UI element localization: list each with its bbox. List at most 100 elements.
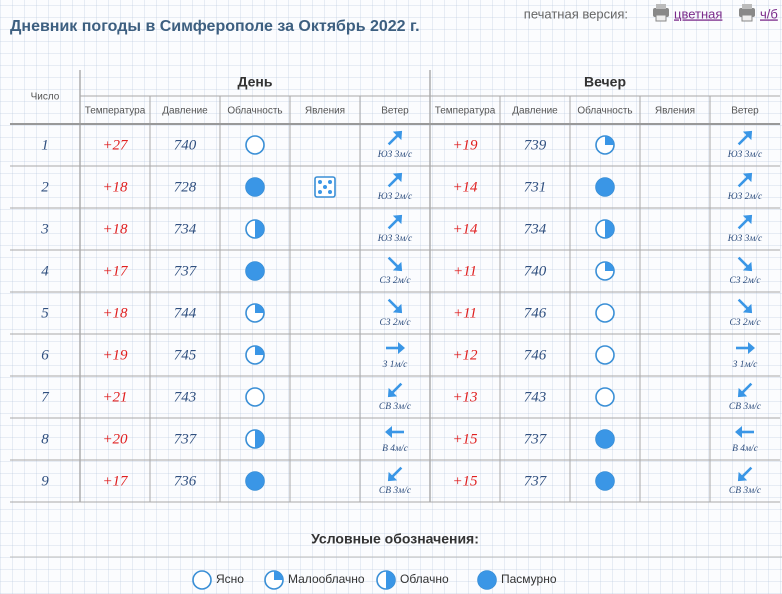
icon-ring — [595, 387, 615, 407]
temperature-cell: +17 — [102, 473, 129, 489]
wind-cell: ЮЗ 3м/с — [377, 150, 413, 160]
wind-cell: В 4м/с — [732, 444, 759, 454]
wind-cell: СЗ 2м/с — [379, 318, 411, 328]
arrow-head — [748, 342, 755, 354]
wind-arrow — [737, 172, 753, 188]
column-header: Ветер — [381, 106, 409, 117]
icon-fill — [596, 430, 614, 448]
arrow-head — [392, 261, 403, 272]
icon-fill — [255, 346, 264, 355]
page-title: Дневник погоды в Симферополе за Октябрь … — [10, 18, 420, 35]
cloud-icon — [245, 387, 265, 407]
cloud-icon — [595, 345, 615, 365]
pressure-cell: 739 — [524, 137, 547, 153]
cloud-icon — [595, 303, 615, 323]
date-cell: 1 — [41, 137, 49, 153]
wind-cell: СВ 3м/с — [729, 486, 762, 496]
column-header: Явления — [305, 106, 345, 117]
arrow-head — [392, 303, 403, 314]
column-header: Ветер — [731, 106, 759, 117]
group-header: День — [238, 74, 273, 90]
arrow-head — [392, 130, 403, 141]
cloud-icon — [376, 570, 396, 590]
temperature-cell: +19 — [452, 137, 478, 153]
wind-arrow — [737, 382, 753, 398]
temperature-cell: +12 — [452, 347, 478, 363]
column-header: Облачность — [227, 105, 282, 117]
temperature-cell: +14 — [452, 179, 478, 195]
cloud-icon — [245, 219, 265, 239]
column-header: Давление — [512, 106, 558, 117]
arrow-head — [735, 426, 742, 438]
arrow-head — [387, 387, 398, 398]
icon-dot — [323, 185, 327, 189]
pressure-cell: 737 — [524, 473, 548, 489]
wind-arrow — [386, 342, 405, 354]
wind-arrow — [387, 466, 403, 482]
cloud-icon — [245, 303, 265, 323]
wind-arrow — [737, 130, 753, 146]
legend-title: Условные обозначения: — [311, 531, 479, 547]
phenomenon-icon — [314, 176, 336, 198]
icon-fill — [246, 472, 264, 490]
arrow-head — [742, 303, 753, 314]
icon-ring — [245, 135, 265, 155]
pressure-cell: 746 — [524, 347, 547, 363]
date-cell: 7 — [41, 389, 50, 405]
column-header: Температура — [85, 106, 146, 117]
wind-cell: СВ 3м/с — [729, 402, 762, 412]
cloud-icon — [595, 387, 615, 407]
icon-fill — [596, 472, 614, 490]
icon-fill — [246, 262, 264, 280]
temperature-cell: +17 — [102, 263, 129, 279]
icon-fill — [255, 304, 264, 313]
pressure-cell: 737 — [524, 431, 548, 447]
group-header: Вечер — [584, 74, 626, 90]
arrow-head — [742, 130, 753, 141]
temperature-cell: +15 — [452, 431, 478, 447]
column-header: Давление — [162, 106, 208, 117]
icon-ring — [595, 303, 615, 323]
cloud-icon — [477, 570, 497, 590]
icon-ring — [595, 345, 615, 365]
pressure-cell: 737 — [174, 263, 198, 279]
print-bw-link[interactable]: ч/б — [760, 6, 778, 21]
arrow-head — [387, 471, 398, 482]
print-color-link[interactable]: цветная — [674, 6, 722, 21]
column-header: Облачность — [577, 105, 632, 117]
print-label: печатная версия: — [524, 6, 628, 21]
legend-label: Облачно — [400, 572, 449, 586]
icon-dot — [318, 190, 322, 194]
wind-arrow — [387, 130, 403, 146]
cloud-icon — [595, 471, 615, 491]
wind-arrow — [735, 426, 754, 438]
wind-cell: ЮЗ 2м/с — [377, 192, 413, 202]
temperature-cell: +15 — [452, 473, 478, 489]
pressure-cell: 744 — [174, 305, 197, 321]
icon-dot — [328, 180, 332, 184]
cloud-icon — [245, 345, 265, 365]
icon-ring — [245, 387, 265, 407]
pressure-cell: 734 — [524, 221, 547, 237]
temperature-cell: +11 — [453, 305, 477, 321]
icon-fill — [255, 220, 264, 238]
wind-cell: ЮЗ 2м/с — [727, 192, 763, 202]
date-cell: 3 — [40, 221, 49, 237]
wind-cell: СЗ 2м/с — [729, 318, 761, 328]
icon-fill — [605, 136, 614, 145]
temperature-cell: +18 — [102, 179, 128, 195]
temperature-cell: +18 — [102, 305, 128, 321]
temperature-cell: +20 — [102, 431, 128, 447]
cloud-icon — [245, 429, 265, 449]
pressure-cell: 746 — [524, 305, 547, 321]
wind-cell: СЗ 2м/с — [379, 276, 411, 286]
pressure-cell: 736 — [174, 473, 197, 489]
temperature-cell: +18 — [102, 221, 128, 237]
wind-arrow — [737, 214, 753, 230]
arrow-head — [385, 426, 392, 438]
temperature-cell: +21 — [102, 389, 127, 405]
cloud-icon — [595, 219, 615, 239]
wind-arrow — [736, 342, 755, 354]
wind-cell: З 1м/с — [733, 360, 759, 370]
wind-arrow — [387, 256, 403, 272]
